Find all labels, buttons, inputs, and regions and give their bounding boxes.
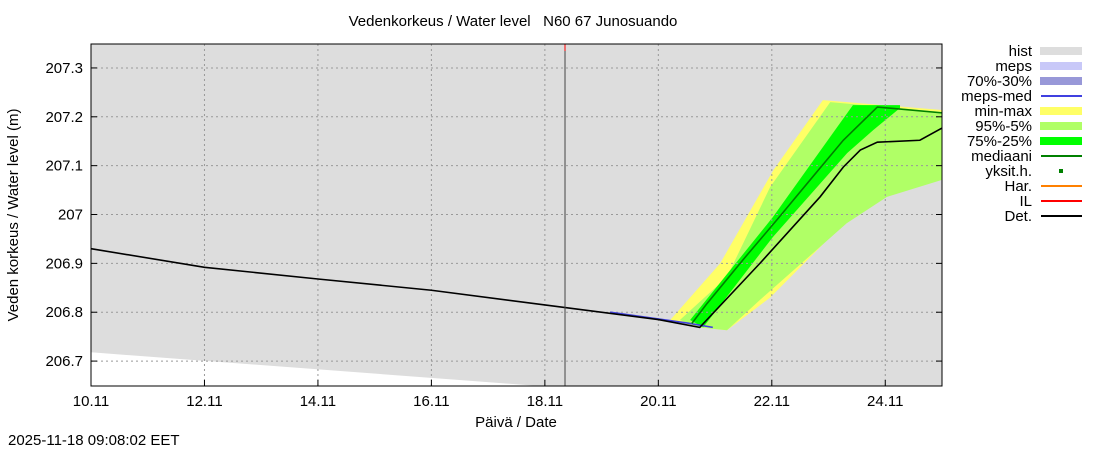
timestamp: 2025-11-18 09:08:02 EET <box>8 432 180 449</box>
x-tick-label: 24.11 <box>867 393 903 410</box>
legend: histmeps70%-30%meps-medmin-max95%-5%75%-… <box>961 43 1082 225</box>
x-tick-label: 20.11 <box>640 393 676 410</box>
axes: 10.11 12.11 14.11 16.11 18.11 20.11 22.11 24.11… <box>45 43 943 410</box>
legend-label: yksit.h. <box>985 163 1032 180</box>
x-axis-label: Päivä / Date <box>475 414 557 431</box>
legend-label: 95%-5% <box>975 118 1032 135</box>
hist-lower-gap <box>91 352 540 386</box>
y-tick-label: 207 <box>58 207 83 224</box>
y-axis-label: Veden korkeus / Water level (m) <box>5 109 22 322</box>
x-tick-label: 10.11 <box>73 393 109 410</box>
legend-label: hist <box>1009 43 1033 60</box>
x-tick-label: 16.11 <box>413 393 449 410</box>
x-tick-label: 22.11 <box>754 393 790 410</box>
legend-label: Har. <box>1004 178 1032 195</box>
legend-label: mediaani <box>971 148 1032 165</box>
legend-label: min-max <box>974 103 1032 120</box>
series-line-det <box>90 127 943 329</box>
y-tick-label: 206.9 <box>45 255 83 272</box>
legend-label: 70%-30% <box>967 73 1032 90</box>
y-tick-label: 207.3 <box>45 60 83 77</box>
x-tick-label: 18.11 <box>527 393 563 410</box>
band-95pct-5pct <box>679 102 942 331</box>
legend-swatch <box>1040 77 1082 85</box>
legend-swatch <box>1040 107 1082 115</box>
legend-swatch <box>1040 137 1082 145</box>
legend-swatch <box>1040 62 1082 70</box>
legend-swatch <box>1040 122 1082 130</box>
y-tick-label: 206.8 <box>45 304 83 321</box>
band-75pct-25pct <box>690 105 901 328</box>
legend-swatch <box>1059 169 1063 173</box>
x-tick-label: 14.11 <box>300 393 336 410</box>
y-tick-label: 206.7 <box>45 353 83 370</box>
chart-title: Vedenkorkeus / Water level N60 67 Junosu… <box>349 13 678 30</box>
legend-swatch <box>1040 47 1082 55</box>
legend-label: meps <box>995 58 1032 75</box>
legend-label: 75%-25% <box>967 133 1032 150</box>
legend-label: meps-med <box>961 88 1032 105</box>
legend-label: Det. <box>1004 208 1032 225</box>
y-tick-label: 207.2 <box>45 109 83 126</box>
x-tick-label: 12.11 <box>186 393 222 410</box>
plot-area <box>90 44 943 386</box>
series-line-mediaani <box>691 106 943 324</box>
legend-label: IL <box>1019 193 1032 210</box>
series-line-meps-med <box>609 311 713 329</box>
y-tick-label: 207.1 <box>45 158 83 175</box>
